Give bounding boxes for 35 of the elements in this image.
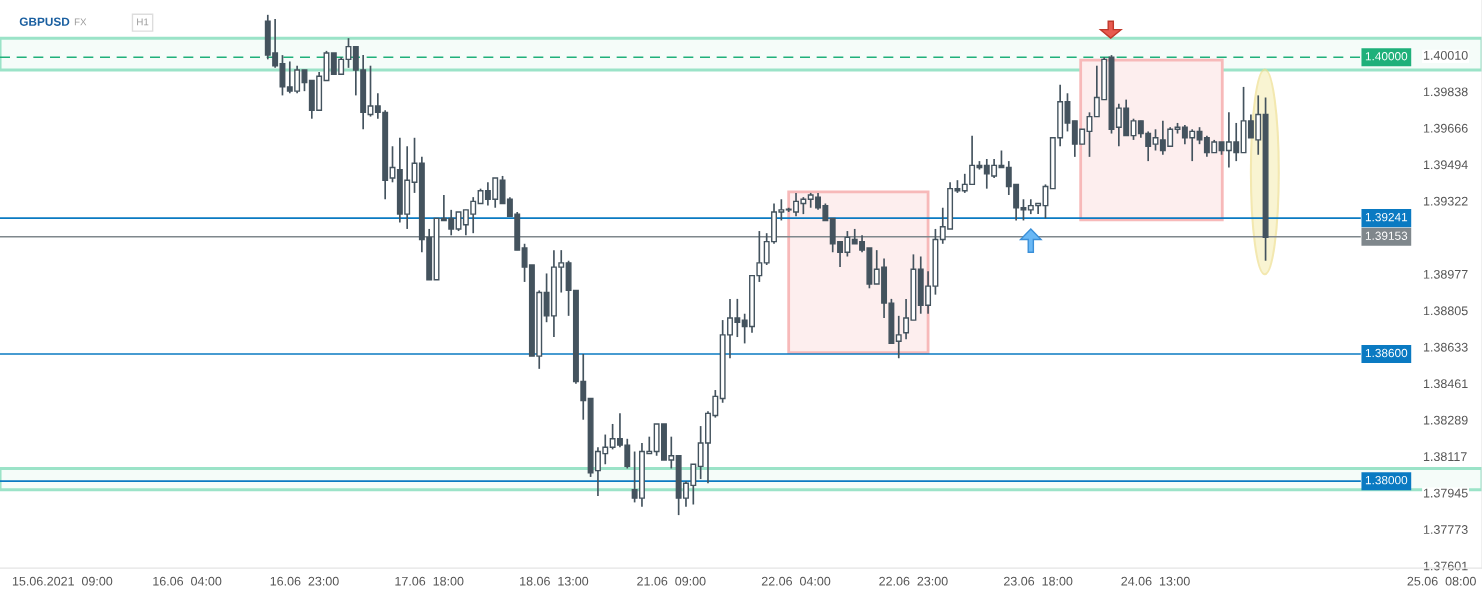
ref-line-label: 1.38600 [1365, 348, 1408, 358]
ref-line-label: 1.40000 [1365, 52, 1408, 61]
y-tick-label: 1.39838 [1423, 87, 1468, 97]
candlestick [1152, 128, 1159, 152]
y-tick-label: 1.38977 [1423, 269, 1468, 279]
y-tick-label: 1.37601 [1423, 561, 1468, 571]
x-tick-label: 16.06 23:00 [270, 576, 339, 586]
annotation: FX [74, 18, 87, 26]
y-tick-label: 1.39666 [1423, 123, 1468, 133]
x-tick-label: 18.06 13:00 [520, 576, 589, 586]
ref-line-label: 1.39153 [1365, 231, 1408, 240]
x-tick-label: 23.06 18:00 [1004, 576, 1073, 586]
ref-line-label: 1.39241 [1365, 212, 1408, 222]
x-tick-label: 21.06 09:00 [637, 576, 706, 586]
y-tick-label: 1.38633 [1423, 342, 1468, 352]
text: GBPUSD [19, 17, 70, 26]
y-tick-label: 1.37945 [1423, 488, 1468, 498]
y-tick-label: 1.37773 [1423, 525, 1468, 534]
x-tick-label: 17.06 18:00 [395, 576, 464, 586]
ref-line-label: 1.38000 [1365, 476, 1408, 485]
annotation: H1 [137, 18, 149, 26]
x-tick-label: 15.06.2021 09:00 [12, 576, 113, 586]
y-tick-label: 1.38461 [1423, 379, 1468, 389]
y-tick-label: 1.39322 [1423, 196, 1468, 206]
y-tick-label: 1.38805 [1423, 306, 1468, 316]
x-tick-label: 16.06 04:00 [153, 576, 222, 586]
x-tick-label: 22.06 04:00 [761, 576, 831, 586]
y-tick-label: 1.38117 [1423, 452, 1467, 462]
y-tick-label: 1.39494 [1423, 160, 1468, 170]
x-tick-label: 24.06 13:00 [1121, 576, 1190, 586]
y-tick-label: 1.38289 [1423, 415, 1468, 425]
y-tick-label: 1.40010 [1423, 50, 1468, 60]
candlestick [895, 315, 902, 360]
x-tick-label: 25.06 08:00 [1407, 576, 1476, 586]
x-tick-label: 22.06 23:00 [879, 576, 948, 586]
